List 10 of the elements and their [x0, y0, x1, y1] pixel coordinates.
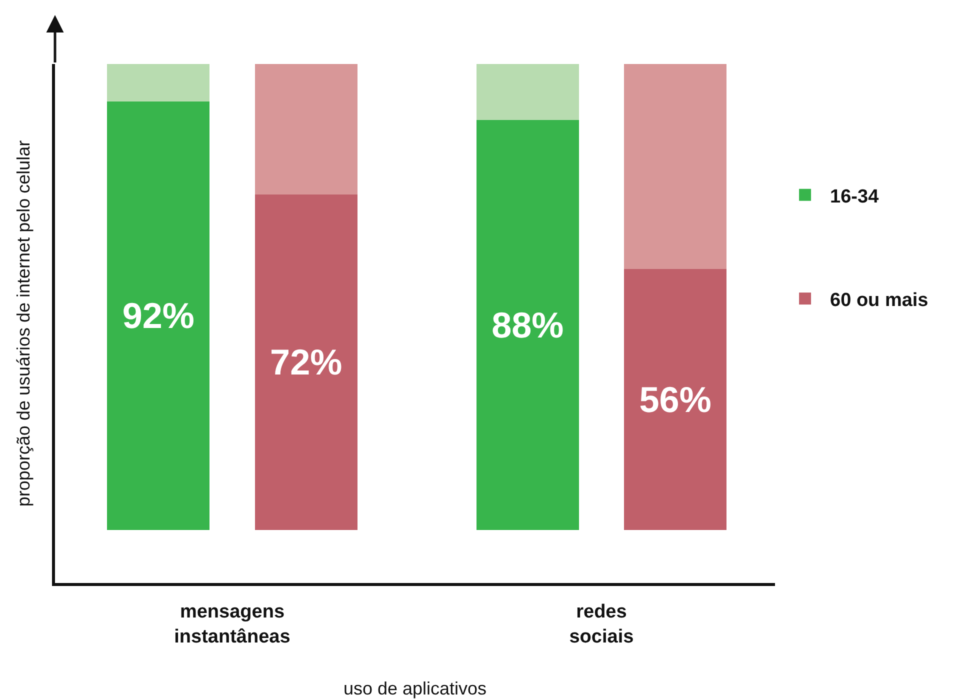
y-axis-title: proporção de usuários de internet pelo celular	[13, 140, 34, 507]
legend-label: 60 ou mais	[830, 290, 928, 311]
x-tick-label: mensagens instantâneas	[174, 602, 290, 648]
data-label: 72%	[270, 342, 342, 383]
x-tick-label: redes sociais	[569, 602, 634, 648]
legend-label: 16-34	[830, 186, 880, 208]
data-label: 92%	[122, 295, 194, 336]
data-label: 56%	[639, 378, 712, 420]
data-label: 88%	[492, 304, 564, 346]
x-axis-title: uso de aplicativos	[343, 678, 487, 698]
